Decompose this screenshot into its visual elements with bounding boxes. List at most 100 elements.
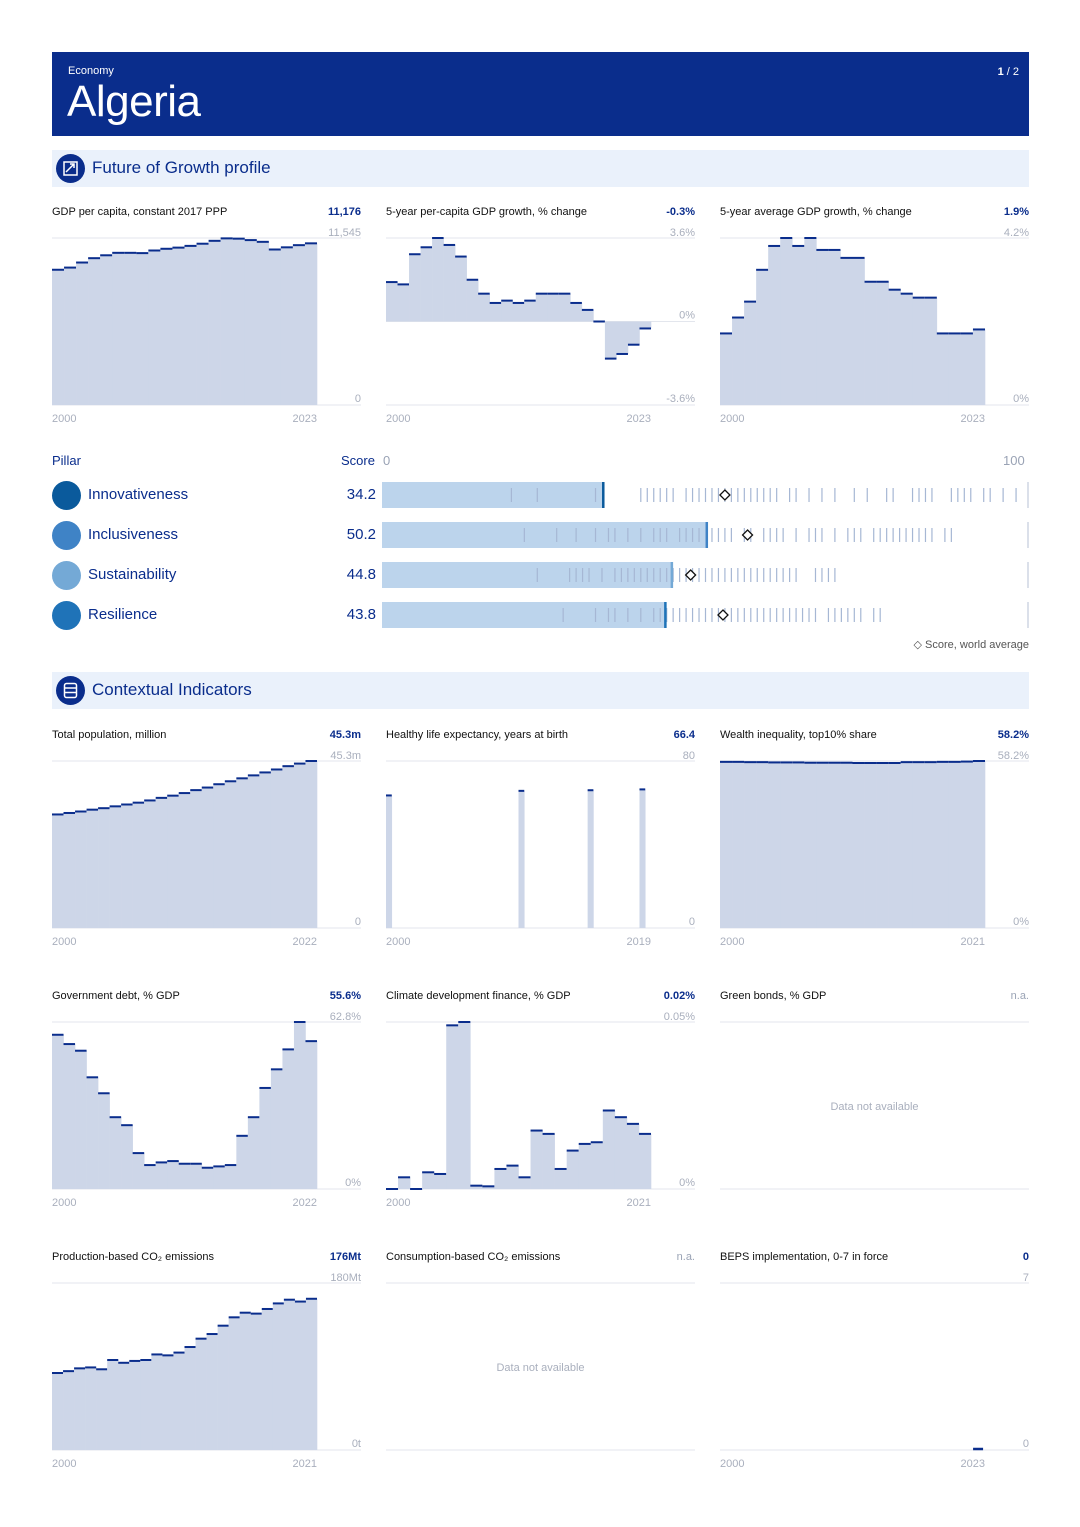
- y-max-label: 80: [683, 750, 695, 762]
- resilience-arrow-icon: [52, 601, 404, 630]
- data-area-segment: [386, 282, 398, 322]
- climate-finance-chart: Climate development finance, % GDP 0.02% 0…: [386, 990, 695, 1212]
- chart-latest-value: 58.2%: [997, 729, 1029, 741]
- chart-latest-value: 55.6%: [329, 990, 361, 1002]
- data-area-segment: [972, 761, 986, 928]
- x-start-label: 2000: [720, 413, 744, 425]
- data-area-segment: [144, 800, 156, 928]
- chart-latest-value: n.a.: [676, 1251, 695, 1263]
- context-section-title: Contextual Indicators: [92, 680, 252, 699]
- data-area-segment: [524, 300, 537, 322]
- data-area-segment: [167, 795, 180, 928]
- data-area-segment: [587, 790, 594, 928]
- data-area-segment: [259, 1087, 272, 1189]
- score-bar-fill: [382, 562, 672, 588]
- data-area-segment: [201, 1167, 214, 1189]
- data-not-available-label: Data not available: [830, 1101, 918, 1113]
- data-area-segment: [136, 253, 149, 405]
- y-max-label: 11,545: [328, 227, 361, 239]
- data-area-segment: [578, 1143, 592, 1189]
- data-area-segment: [732, 761, 745, 928]
- data-area-segment: [112, 252, 125, 405]
- growth-chart-icon: [56, 154, 85, 183]
- data-area-segment: [780, 762, 793, 928]
- legend-text: Score, world average: [925, 639, 1029, 651]
- chart-title: Wealth inequality, top10% share: [720, 729, 877, 741]
- data-area-segment: [63, 1044, 76, 1189]
- data-area-segment: [121, 804, 133, 928]
- y-max-label: 58.2%: [998, 750, 1029, 762]
- data-area-segment: [720, 333, 733, 405]
- data-area-segment: [756, 269, 769, 405]
- data-area-segment: [144, 1165, 156, 1189]
- y-max-label: 0.05%: [664, 1011, 695, 1023]
- data-area-segment: [409, 254, 421, 322]
- data-area-segment: [816, 249, 829, 405]
- x-end-label: 2021: [293, 1458, 317, 1470]
- y-min-label: 0t: [352, 1438, 361, 1450]
- scale-max-label: 100: [1003, 453, 1025, 468]
- data-area-segment: [626, 1123, 640, 1189]
- data-area-segment: [792, 245, 805, 405]
- data-area-segment: [489, 302, 502, 322]
- data-area-segment: [178, 1163, 191, 1189]
- data-area-segment: [604, 321, 617, 359]
- data-area-segment: [864, 281, 877, 405]
- chart-plot: 45.3m 0 2000 2022: [52, 750, 361, 948]
- data-area-segment: [768, 245, 781, 405]
- data-area-segment: [213, 784, 226, 928]
- data-area-segment: [420, 247, 433, 322]
- data-area-segment: [155, 797, 168, 928]
- data-area-segment: [554, 1168, 567, 1189]
- data-area-segment: [304, 243, 318, 405]
- globe-leaf-icon: [52, 561, 405, 590]
- x-start-label: 2000: [720, 936, 744, 948]
- data-area-segment: [88, 258, 101, 405]
- data-area-segment: [132, 1153, 145, 1189]
- data-area-segment: [196, 243, 209, 405]
- data-area-segment: [52, 269, 65, 405]
- data-area-segment: [455, 256, 467, 322]
- x-end-label: 2022: [293, 936, 317, 948]
- scale-min-label: 0: [383, 453, 391, 468]
- pillar-row-sustainability: Sustainability 44.8: [52, 559, 1029, 591]
- pillar-row-innovativeness: Innovativeness 34.2: [52, 479, 1029, 511]
- data-area-segment: [581, 309, 594, 322]
- data-area-segment: [208, 240, 221, 405]
- world-average-diamond: [717, 609, 729, 621]
- data-area-segment: [224, 781, 237, 928]
- chart-plot: 4.2% 0% 2000 2023: [720, 227, 1029, 425]
- growth-section-title: Future of Growth profile: [92, 158, 271, 177]
- data-area-segment: [86, 809, 99, 928]
- data-area-segment: [256, 241, 270, 405]
- consumption-co2-chart: Consumption-based CO₂ emissions n.a. Data …: [386, 1251, 695, 1473]
- government-debt-chart: Government debt, % GDP 55.6% 62.8% 0% 2000 20…: [52, 990, 361, 1212]
- score-column-header: Score: [341, 453, 375, 468]
- data-area-segment: [482, 1186, 495, 1189]
- y-max-label: 62.8%: [330, 1011, 361, 1023]
- data-area-segment: [558, 293, 571, 322]
- data-area-segment: [535, 293, 548, 322]
- data-area-segment: [107, 1360, 119, 1450]
- chart-title: Government debt, % GDP: [52, 990, 180, 1002]
- data-area-segment: [109, 1117, 122, 1189]
- data-area-segment: [118, 1362, 130, 1450]
- x-start-label: 2000: [720, 1458, 744, 1470]
- data-area-segment: [148, 250, 161, 405]
- data-area-segment: [744, 301, 757, 405]
- avg-gdp-growth-chart: 5-year average GDP growth, % change 1.9% 4…: [720, 206, 1029, 428]
- page-total: 2: [1012, 66, 1019, 78]
- pillar-score: 50.2: [346, 526, 376, 543]
- x-start-label: 2000: [52, 413, 76, 425]
- pillar-score-bar: [382, 562, 1029, 588]
- data-area-segment: [780, 238, 793, 405]
- y-min-label: 0: [1023, 1438, 1029, 1450]
- world-average-diamond: [684, 569, 697, 581]
- data-area-segment: [195, 1338, 207, 1450]
- data-area-segment: [206, 1334, 218, 1450]
- data-area-segment: [828, 249, 841, 405]
- data-not-available-label: Data not available: [496, 1362, 584, 1374]
- score-bar-fill: [382, 522, 707, 548]
- page-indicator: 1 / 2: [998, 66, 1019, 78]
- data-area-segment: [190, 1163, 203, 1189]
